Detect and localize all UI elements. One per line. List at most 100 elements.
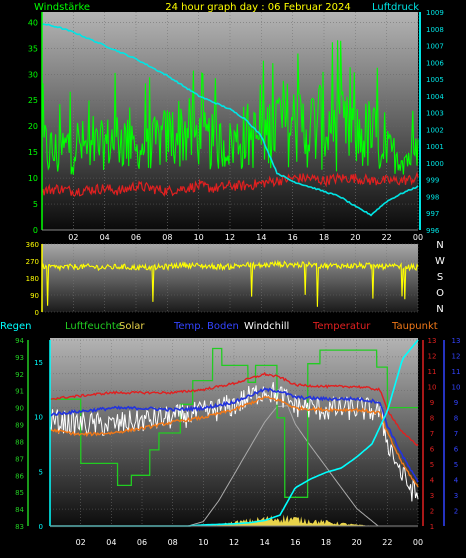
x-tick-label: 02 (68, 233, 78, 242)
x-tick-label: 10 (198, 538, 208, 547)
y-left-tick-label: 20 (28, 122, 38, 131)
legend-windchill: Windchill (244, 321, 289, 332)
y-left-tick-label: 180 (26, 275, 39, 283)
y-temp-tick-label: 4 (430, 477, 435, 485)
y-humidity-tick-label: 87 (15, 455, 24, 463)
y-right-tick-label: 999 (426, 177, 439, 185)
y-temp-tick-label: 5 (430, 461, 434, 469)
solar-curve (184, 405, 385, 527)
wind-plot-series (41, 23, 419, 217)
y-right-tick-label: 997 (426, 210, 439, 218)
x-tick-label: 22 (382, 538, 392, 547)
compass-label: S (437, 272, 443, 283)
x-tick-label: 08 (162, 233, 172, 242)
x-tick-label: 04 (100, 233, 110, 242)
winddir-plot-axes: 0 N 90 W 180 S 270 O 360 N (26, 240, 445, 317)
legend-temp-boden: Temp. Boden (173, 321, 239, 332)
y-humidity-tick-label: 89 (15, 422, 24, 430)
y-right-tick-label: 1003 (426, 110, 444, 118)
y-humidity-tick-label: 94 (15, 337, 24, 345)
y-temp-tick-label: 10 (428, 384, 437, 392)
y-temp-tick-label: 8 (430, 415, 434, 423)
y-left-tick-label: 360 (26, 241, 39, 249)
right-axis-title: Luftdruck (372, 2, 419, 13)
x-tick-label: 00 (413, 233, 423, 242)
pressure-series (41, 23, 419, 217)
compass-label: N (436, 240, 443, 251)
compass-label: O (436, 288, 444, 299)
y-right-tick-label: 1007 (426, 43, 444, 51)
y-temp-tick-label: 1 (430, 523, 434, 531)
x-tick-label: 16 (288, 233, 298, 242)
y-humidity-tick-label: 86 (15, 472, 24, 480)
wind-gust-series (41, 40, 419, 175)
temperatur-series (49, 371, 419, 447)
x-tick-label: 04 (106, 538, 116, 547)
x-tick-label: 00 (413, 538, 423, 547)
y-soil-tick-label: 7 (454, 430, 458, 438)
y-humidity-tick-label: 84 (15, 506, 24, 514)
y-humidity-tick-label: 90 (15, 405, 24, 413)
x-tick-label: 06 (131, 233, 141, 242)
winddir-plot-grid (42, 243, 419, 313)
y-temp-tick-label: 12 (428, 353, 437, 361)
compass-label: W (435, 256, 445, 267)
wind-plot-area (42, 12, 418, 230)
y-rain-tick-label: 15 (34, 359, 43, 367)
y-right-tick-label: 1006 (426, 59, 444, 67)
legend-temperatur: Temperatur (312, 321, 371, 332)
y-humidity-tick-label: 83 (15, 523, 24, 531)
y-temp-tick-label: 2 (430, 508, 434, 516)
legend-luftfeuchte: Luftfeuchte (65, 321, 122, 332)
y-humidity-tick-label: 92 (15, 371, 24, 379)
y-soil-tick-label: 8 (454, 415, 458, 423)
x-tick-label: 22 (382, 233, 392, 242)
y-humidity-tick-label: 88 (15, 438, 24, 446)
x-tick-label: 10 (194, 233, 204, 242)
y-humidity-tick-label: 93 (15, 354, 24, 362)
wind-avg-series (41, 171, 419, 197)
x-tick-label: 18 (319, 233, 329, 242)
y-soil-tick-label: 11 (452, 368, 461, 376)
y-left-tick-label: 0 (35, 309, 39, 317)
y-soil-tick-label: 3 (454, 492, 458, 500)
x-tick-label: 14 (256, 233, 266, 242)
y-right-tick-label: 1002 (426, 126, 444, 134)
y-left-tick-label: 270 (26, 258, 39, 266)
y-rain-tick-label: 0 (39, 523, 43, 531)
y-temp-tick-label: 11 (428, 368, 437, 376)
y-soil-tick-label: 6 (454, 446, 459, 454)
y-temp-tick-label: 13 (428, 337, 437, 345)
y-right-tick-label: 1004 (426, 93, 444, 101)
y-right-tick-label: 1000 (426, 160, 444, 168)
legend-solar: Solar (119, 321, 145, 332)
y-right-tick-label: 1001 (426, 143, 444, 151)
chart-title: 24 hour graph day : 06 Februar 2024 (165, 2, 350, 13)
y-temp-tick-label: 6 (430, 446, 435, 454)
sensor-plot-axes: 02 04 06 08 10 12 14 16 18 20 22 008384858687888990… (15, 337, 460, 547)
x-tick-label: 08 (168, 538, 178, 547)
x-tick-label: 14 (260, 538, 270, 547)
winddir-plot-series (41, 259, 419, 307)
y-right-tick-label: 1005 (426, 76, 444, 84)
y-soil-tick-label: 12 (452, 353, 461, 361)
y-rain-tick-label: 5 (39, 468, 43, 476)
windchill-series (49, 381, 419, 502)
winddir-series (41, 259, 419, 307)
y-left-tick-label: 0 (33, 226, 38, 235)
sensor-legend: Regen Luftfeuchte Solar Temp. Boden Wind… (0, 321, 438, 332)
y-left-tick-label: 25 (28, 96, 38, 105)
y-temp-tick-label: 3 (430, 492, 434, 500)
sensor-plot-grid (50, 339, 419, 527)
y-left-tick-label: 5 (33, 200, 38, 209)
y-left-tick-label: 15 (28, 148, 38, 157)
x-tick-label: 18 (321, 538, 331, 547)
y-right-tick-label: 998 (426, 193, 439, 201)
wind-plot-axes: 02 04 06 08 10 12 14 16 18 20 22 000510152025303540… (28, 9, 445, 242)
temp-boden-series (49, 387, 419, 483)
x-tick-label: 12 (225, 233, 235, 242)
y-rain-tick-label: 10 (34, 414, 43, 422)
y-humidity-tick-label: 85 (15, 489, 24, 497)
y-soil-tick-label: 5 (454, 461, 458, 469)
